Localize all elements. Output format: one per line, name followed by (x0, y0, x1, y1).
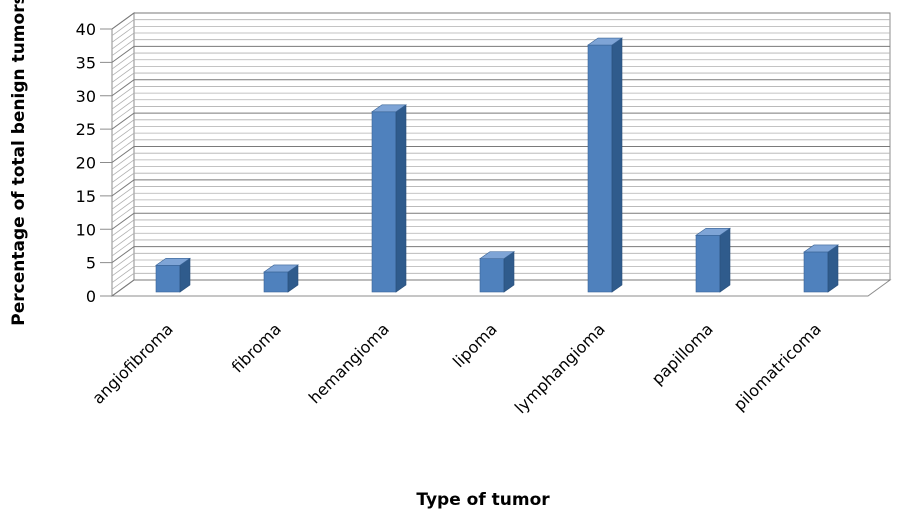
gridline-minor (111, 66, 890, 83)
gridline-minor (111, 186, 890, 203)
x-axis-title: Type of tumor (416, 490, 550, 510)
gridline-major (111, 246, 890, 264)
y-tick-label: 5 (86, 254, 96, 273)
gridline-major (111, 179, 890, 197)
gridline-major (111, 112, 890, 130)
gridline-minor (111, 86, 890, 103)
bar-top (263, 264, 299, 273)
gridline-minor (111, 219, 890, 237)
bar-side (827, 244, 839, 293)
gridline-minor (111, 272, 890, 290)
gridline-minor (111, 172, 890, 190)
x-tick-label: angiofibroma (88, 319, 176, 407)
gridline-minor (111, 106, 890, 123)
gridline-minor (111, 152, 890, 170)
gridline-minor (111, 99, 890, 117)
gridline-minor (111, 25, 890, 43)
gridline-minor (111, 259, 890, 277)
gridline-minor (111, 139, 890, 157)
y-tick-label: 0 (86, 287, 96, 306)
bar-pilomatricoma (803, 244, 839, 293)
x-tick-label: papilloma (648, 319, 717, 388)
bar-side (611, 37, 623, 293)
bar-top (155, 257, 191, 266)
x-tick-labels: angiofibroma fibroma hemangioma lipoma lymph… (88, 319, 824, 417)
bar-front (587, 44, 613, 293)
y-tick-label: 30 (76, 87, 96, 106)
gridline-minor (111, 206, 890, 223)
y-tick-label: 40 (76, 20, 96, 39)
gridline-minor (111, 239, 890, 257)
bar-front (371, 111, 397, 293)
gridline-major (111, 12, 890, 30)
bar-front (155, 264, 181, 293)
gridline-minor (111, 19, 890, 36)
bar-top (371, 104, 407, 113)
y-tick-label: 25 (76, 120, 96, 139)
bar-angiofibroma (155, 257, 191, 293)
bar-lipoma (479, 251, 515, 293)
bar-side (719, 227, 731, 293)
y-tick-label: 20 (76, 154, 96, 173)
gridline-minor (111, 132, 890, 150)
gridline-minor (111, 119, 890, 137)
gridline-minor (111, 126, 890, 143)
bar-side (395, 104, 407, 293)
y-tick-labels: 0 5 10 15 20 25 30 35 40 (76, 20, 112, 306)
gridline-minor (111, 199, 890, 217)
bar-papilloma (695, 227, 731, 293)
bar-top (803, 244, 839, 253)
x-tick-label: fibroma (228, 319, 285, 376)
gridline-major (111, 45, 890, 63)
x-tick-label: lymphangioma (511, 319, 609, 417)
gridline-minor (111, 192, 890, 210)
y-tick-label: 15 (76, 187, 96, 206)
bar-front (479, 258, 505, 293)
gridlines (111, 12, 890, 297)
gridline-minor (111, 32, 890, 50)
y-tick-label: 10 (76, 220, 96, 239)
gridline-major (111, 79, 890, 97)
y-tick-label: 35 (76, 53, 96, 72)
x-tick-label: pilomatricoma (730, 319, 825, 414)
gridline-minor (111, 266, 890, 283)
y-axis-title: Percentage of total benign tumors (9, 0, 29, 326)
bar-lymphangioma (587, 37, 623, 293)
x-tick-label: lipoma (449, 319, 501, 371)
gridline-minor (111, 72, 890, 90)
gridline-major (111, 212, 890, 230)
gridline-minor (111, 59, 890, 77)
gridline-minor (111, 159, 890, 177)
bar-front (263, 271, 289, 293)
gridline-minor (111, 226, 890, 243)
gridline-minor (111, 252, 890, 270)
bar-front (803, 251, 829, 293)
bar-top (479, 251, 515, 259)
bars (155, 37, 839, 293)
gridline-major (111, 146, 890, 163)
bar-front (695, 234, 721, 293)
x-tick-label: hemangioma (305, 319, 393, 407)
bar-hemangioma (371, 104, 407, 293)
gridline-minor (111, 232, 890, 250)
bar-fibroma (263, 264, 299, 293)
gridline-minor (111, 166, 890, 183)
gridline-minor (111, 92, 890, 110)
gridline-major (111, 279, 890, 297)
gridline-minor (111, 52, 890, 70)
bar-top (587, 37, 623, 46)
gridline-minor (111, 39, 890, 57)
bar-top (695, 227, 731, 236)
